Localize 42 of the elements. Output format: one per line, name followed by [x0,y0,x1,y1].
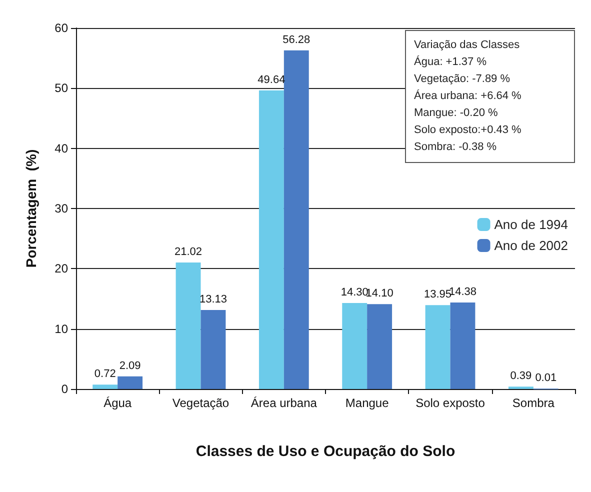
data-label: 0.39 [510,370,532,382]
y-tick-label: 0 [61,382,68,396]
bar [200,310,226,389]
bar [258,90,284,389]
x-tick-label: Mangue [345,396,390,410]
y-axis-title: Porcentagem (%) [23,149,39,268]
data-label: 0.72 [94,368,116,380]
bar [342,302,368,389]
data-label: 21.02 [174,246,202,258]
annotation: Área urbana: +6.64 % [414,88,522,104]
data-label: 14.30 [340,286,368,298]
x-axis-title: Classes de Uso e Ocupação do Solo [196,443,456,460]
annotation: Mangue: -0.20 % [414,106,499,121]
y-tick-label: 30 [54,202,68,216]
x-tick-label: Área urbana [250,396,318,410]
annotation: Sombra: -0.38 % [414,140,498,155]
y-tick-label: 60 [54,21,68,35]
bar [118,376,143,389]
bar [92,384,118,389]
data-label: 14.10 [366,288,394,300]
x-tick-label: Solo exposto [416,396,486,410]
bar [450,302,476,389]
legend-label: Ano de 1994 [494,217,568,232]
y-tick-label: 20 [54,262,68,276]
y-tick-label: 40 [54,141,68,156]
annotation: Variação das Classes [414,38,521,53]
data-label: 56.28 [282,34,310,46]
y-tick-label: 10 [54,322,68,336]
x-tick-label: Água [104,396,132,410]
annotation: Água: +1.37 % [414,54,488,70]
data-label: 0.01 [535,372,557,384]
legend-label: Ano de 2002 [494,238,568,253]
x-tick-label: Vegetação [172,396,230,410]
annotation: Solo exposto:+0.43 % [414,123,522,138]
y-tick-label: 50 [54,81,68,96]
bar [284,50,309,389]
bar [367,304,392,389]
bar [425,305,450,389]
bar [176,262,201,389]
data-label: 2.09 [119,360,141,372]
annotation: Vegetação: -7.89 % [414,72,512,87]
x-tick-label: Sombra [512,396,555,410]
